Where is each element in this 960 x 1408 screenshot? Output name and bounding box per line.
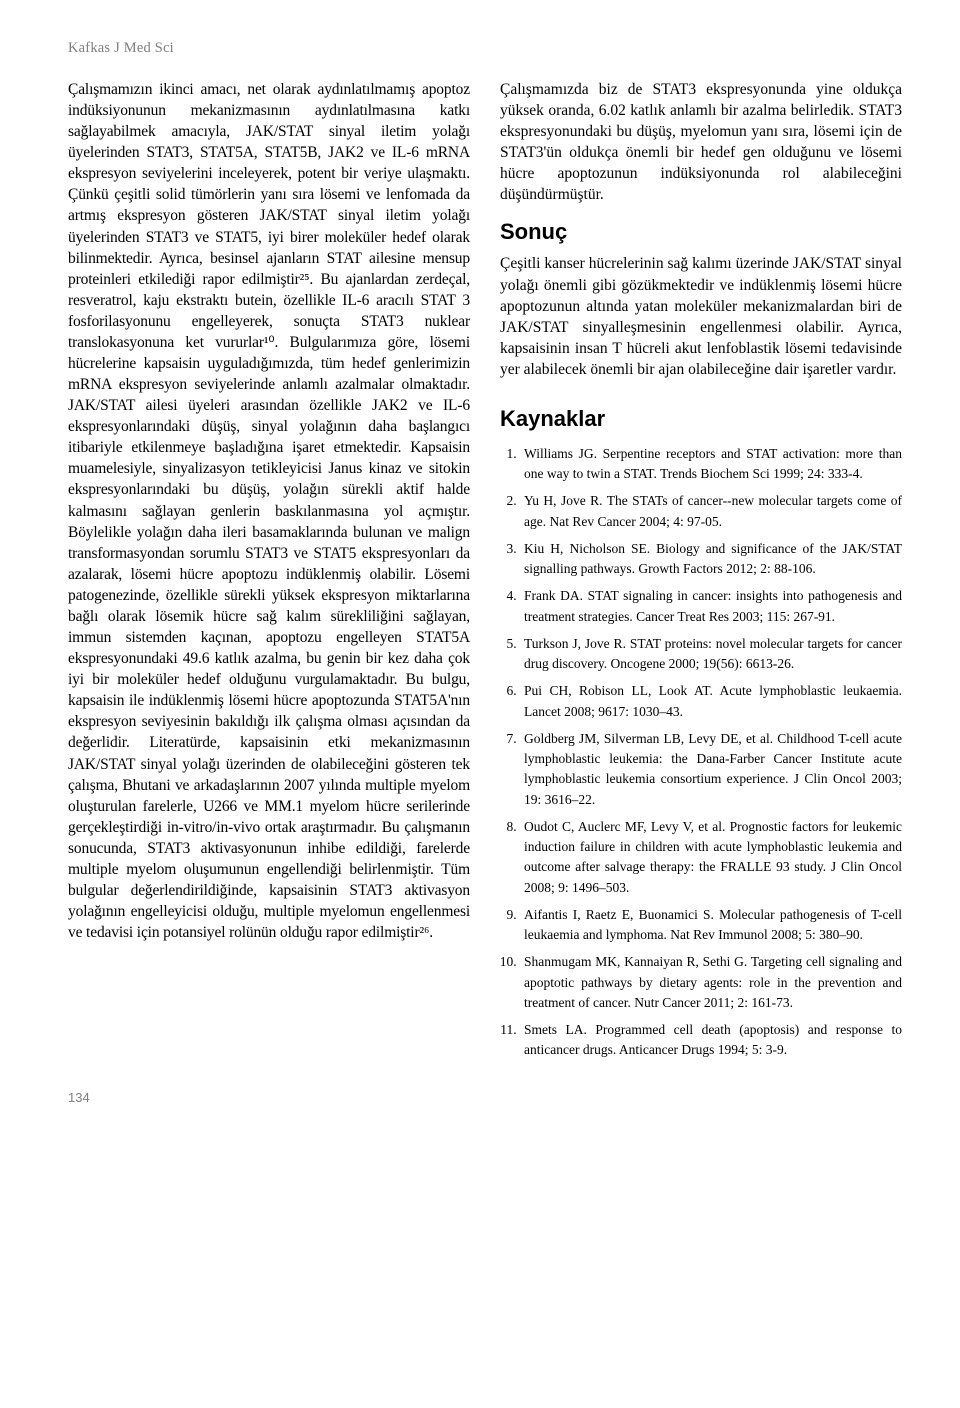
- body-paragraph: Çalışmamızda biz de STAT3 ekspresyonunda…: [500, 79, 902, 205]
- section-heading-references: Kaynaklar: [500, 406, 902, 432]
- section-heading-sonuc: Sonuç: [500, 219, 902, 245]
- body-paragraph: Çalışmamızın ikinci amacı, net olarak ay…: [68, 79, 470, 943]
- reference-item: Aifantis I, Raetz E, Buonamici S. Molecu…: [520, 905, 902, 946]
- reference-item: Williams JG. Serpentine receptors and ST…: [520, 444, 902, 485]
- reference-item: Smets LA. Programmed cell death (apoptos…: [520, 1020, 902, 1061]
- reference-item: Pui CH, Robison LL, Look AT. Acute lymph…: [520, 681, 902, 722]
- body-paragraph: Çeşitli kanser hücrelerinin sağ kalımı ü…: [500, 253, 902, 379]
- right-column: Çalışmamızda biz de STAT3 ekspresyonunda…: [500, 79, 902, 1068]
- reference-item: Kiu H, Nicholson SE. Biology and signifi…: [520, 539, 902, 580]
- reference-item: Yu H, Jove R. The STATs of cancer--new m…: [520, 491, 902, 532]
- references-list: Williams JG. Serpentine receptors and ST…: [500, 444, 902, 1061]
- reference-item: Goldberg JM, Silverman LB, Levy DE, et a…: [520, 729, 902, 810]
- left-column: Çalışmamızın ikinci amacı, net olarak ay…: [68, 79, 470, 1068]
- reference-item: Frank DA. STAT signaling in cancer: insi…: [520, 586, 902, 627]
- reference-item: Shanmugam MK, Kannaiyan R, Sethi G. Targ…: [520, 952, 902, 1013]
- two-column-layout: Çalışmamızın ikinci amacı, net olarak ay…: [68, 79, 902, 1068]
- reference-item: Oudot C, Auclerc MF, Levy V, et al. Prog…: [520, 817, 902, 898]
- journal-running-head: Kafkas J Med Sci: [68, 40, 902, 57]
- reference-item: Turkson J, Jove R. STAT proteins: novel …: [520, 634, 902, 675]
- page-number: 134: [68, 1090, 902, 1105]
